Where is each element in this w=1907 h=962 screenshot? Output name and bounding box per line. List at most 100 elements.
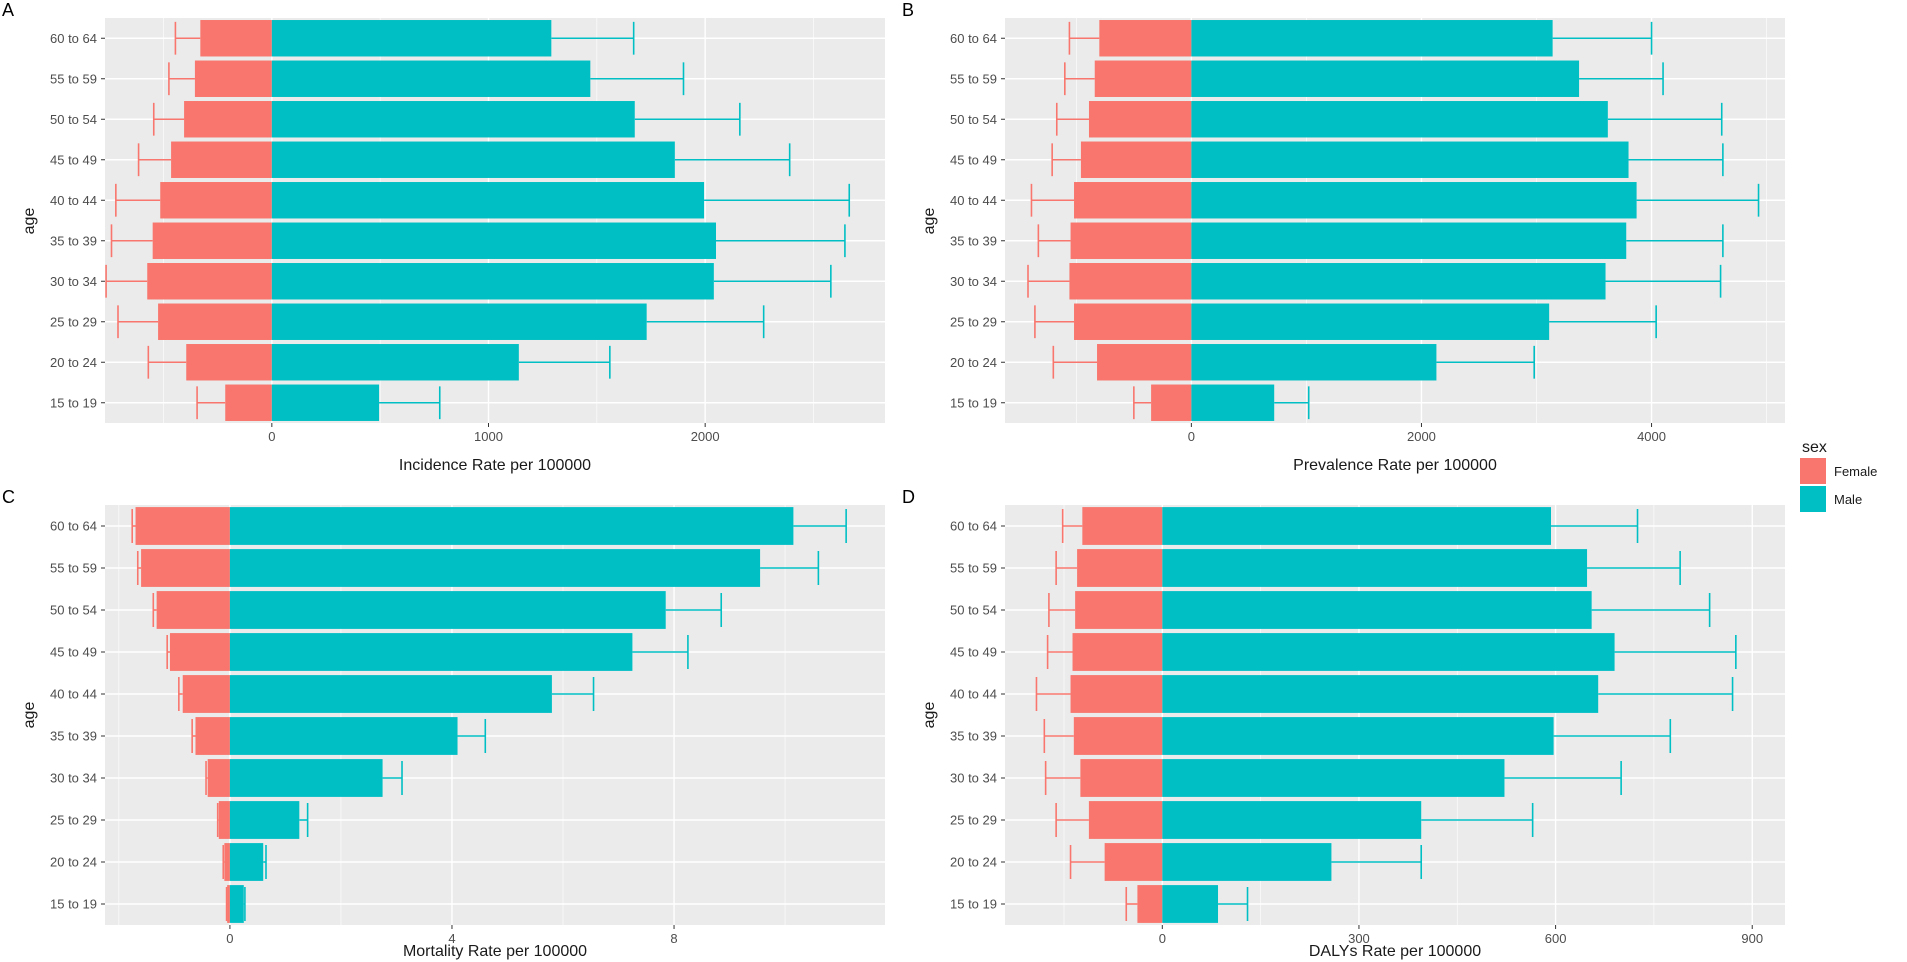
panel-d-x-tick-labels: 0 300 600 900 <box>1159 925 1763 946</box>
panel-b-y-tick-label: 20 to 24 <box>950 355 997 370</box>
panel-a-y-tick-label: 60 to 64 <box>50 31 97 46</box>
panel-c-error-bars <box>131 508 847 922</box>
panel-c-y-tick-label: 30 to 34 <box>50 771 97 786</box>
panel-b-bar-female <box>1074 182 1192 219</box>
panel-d-bar-male <box>1162 507 1551 545</box>
panel-b-bar-female <box>1088 101 1192 138</box>
panel-b-x-tick-label: 4000 <box>1637 429 1666 444</box>
panel-a-x-tick-label: 1000 <box>474 429 503 444</box>
panel-a-x-tick-labels: 0 1000 2000 <box>268 423 720 444</box>
legend-title: sex <box>1802 439 1827 456</box>
panel-c-bar-female <box>169 633 230 671</box>
panel-b-bar-female <box>1094 60 1192 97</box>
panel-d-y-tick-label: 50 to 54 <box>950 603 997 618</box>
panel-d-bar-male <box>1162 591 1592 629</box>
panel-b-bar-female <box>1080 141 1192 178</box>
panel-a-x-tick-label: 2000 <box>691 429 720 444</box>
panel-a-y-axis-title: age <box>21 208 38 235</box>
panel-c-bar-male <box>229 549 761 587</box>
panel-a-bar-female <box>225 384 272 421</box>
panel-d-bar-female <box>1104 843 1163 881</box>
panel-b-bar-male <box>1191 101 1608 138</box>
panel-c-bars <box>135 507 794 923</box>
panel-c-y-tick-label: 20 to 24 <box>50 855 97 870</box>
panel-a-y-tick-label: 40 to 44 <box>50 193 97 208</box>
panel-c-y-tick-label: 45 to 49 <box>50 645 97 660</box>
panel-d-y-tick-label: 15 to 19 <box>950 897 997 912</box>
panel-d-bar-female <box>1137 885 1163 923</box>
panel-a-bar-female <box>160 182 272 219</box>
panel-d-bar-female <box>1088 801 1163 839</box>
panel-d-tag: D <box>902 487 915 507</box>
panel-a-bar-male <box>271 60 591 97</box>
panel-a-y-tick-label: 35 to 39 <box>50 233 97 248</box>
panel-c-bar-male <box>229 885 244 923</box>
panel-a-bar-male <box>271 384 380 421</box>
panel-d-bar-male <box>1162 549 1588 587</box>
panel-a-y-tick-label: 30 to 34 <box>50 274 97 289</box>
panel-c-y-tick-label: 50 to 54 <box>50 603 97 618</box>
panel-c-bar-female <box>224 843 230 881</box>
panel-a-y-tick-label: 15 to 19 <box>50 395 97 410</box>
panel-c: 15 to 19 20 to 24 25 to 29 30 to 34 35 to 39… <box>2 487 885 960</box>
panel-a-bars <box>147 20 716 421</box>
panel-d-bar-female <box>1077 549 1163 587</box>
panel-d-bar-female <box>1073 717 1163 755</box>
panel-b-bar-male <box>1191 384 1275 421</box>
panel-d-bar-male <box>1162 717 1554 755</box>
panel-b: 15 to 19 20 to 24 25 to 29 30 to 34 35 to 39… <box>902 0 1785 474</box>
panel-b-bar-male <box>1191 344 1437 381</box>
panel-c-bar-male <box>229 633 633 671</box>
panel-d-y-tick-label: 30 to 34 <box>950 771 997 786</box>
panel-b-y-tick-label: 35 to 39 <box>950 233 997 248</box>
panel-a-y-tick-label: 45 to 49 <box>50 152 97 167</box>
panel-c-bar-male <box>229 591 666 629</box>
panel-c-x-tick-label: 8 <box>670 931 677 946</box>
panel-a-bar-female <box>152 222 272 259</box>
panel-c-y-tick-label: 25 to 29 <box>50 813 97 828</box>
panel-d-y-axis-title: age <box>921 702 938 729</box>
panel-d-y-tick-labels: 15 to 19 20 to 24 25 to 29 30 to 34 35 to 39… <box>950 519 1005 912</box>
panel-c-x-tick-label: 0 <box>226 931 233 946</box>
panel-a-bar-male <box>271 303 647 340</box>
panel-c-x-axis-title: Mortality Rate per 100000 <box>403 943 587 960</box>
panel-c-bar-male <box>229 759 383 797</box>
panel-d: 15 to 19 20 to 24 25 to 29 30 to 34 35 to 39… <box>902 487 1785 960</box>
panel-b-bar-female <box>1151 384 1192 421</box>
panel-b-x-tick-label: 0 <box>1188 429 1195 444</box>
panel-b-bar-male <box>1191 20 1553 57</box>
panel-b-x-tick-label: 2000 <box>1407 429 1436 444</box>
panel-b-bar-male <box>1191 222 1627 259</box>
panel-c-y-tick-label: 60 to 64 <box>50 519 97 534</box>
panel-b-x-tick-labels: 0 2000 4000 <box>1188 423 1666 444</box>
panel-c-bar-female <box>207 759 230 797</box>
panel-a-y-tick-label: 25 to 29 <box>50 314 97 329</box>
panel-d-bar-male <box>1162 633 1615 671</box>
panel-d-y-tick-label: 60 to 64 <box>950 519 997 534</box>
panel-a-y-tick-labels: 15 to 19 20 to 24 25 to 29 30 to 34 35 to 39… <box>50 31 105 410</box>
panel-d-x-tick-label: 900 <box>1741 931 1763 946</box>
panel-d-bar-male <box>1162 759 1505 797</box>
panel-d-bar-female <box>1075 591 1163 629</box>
panel-c-x-tick-labels: 0 4 8 <box>226 925 678 946</box>
panel-a-x-axis-title: Incidence Rate per 100000 <box>399 457 591 474</box>
panel-d-x-tick-label: 600 <box>1545 931 1567 946</box>
panel-c-bar-female <box>156 591 230 629</box>
panel-c-y-axis-title: age <box>21 702 38 729</box>
panel-d-x-axis-title: DALYs Rate per 100000 <box>1309 943 1481 960</box>
panel-b-bar-female <box>1097 344 1192 381</box>
panel-c-bar-female <box>195 717 230 755</box>
panel-c-bar-male <box>229 507 794 545</box>
panel-d-bar-male <box>1162 675 1599 713</box>
panel-a-bar-female <box>147 263 272 300</box>
panel-a-bar-male <box>271 263 714 300</box>
panel-c-bar-female <box>182 675 230 713</box>
panel-b-bar-male <box>1191 182 1637 219</box>
panel-a-bar-female <box>194 60 272 97</box>
legend-swatch-female <box>1800 458 1826 484</box>
panel-d-x-tick-label: 300 <box>1348 931 1370 946</box>
panel-c-bar-male <box>229 717 458 755</box>
panel-a-bar-male <box>271 101 635 138</box>
panel-a-bar-male <box>271 344 519 381</box>
